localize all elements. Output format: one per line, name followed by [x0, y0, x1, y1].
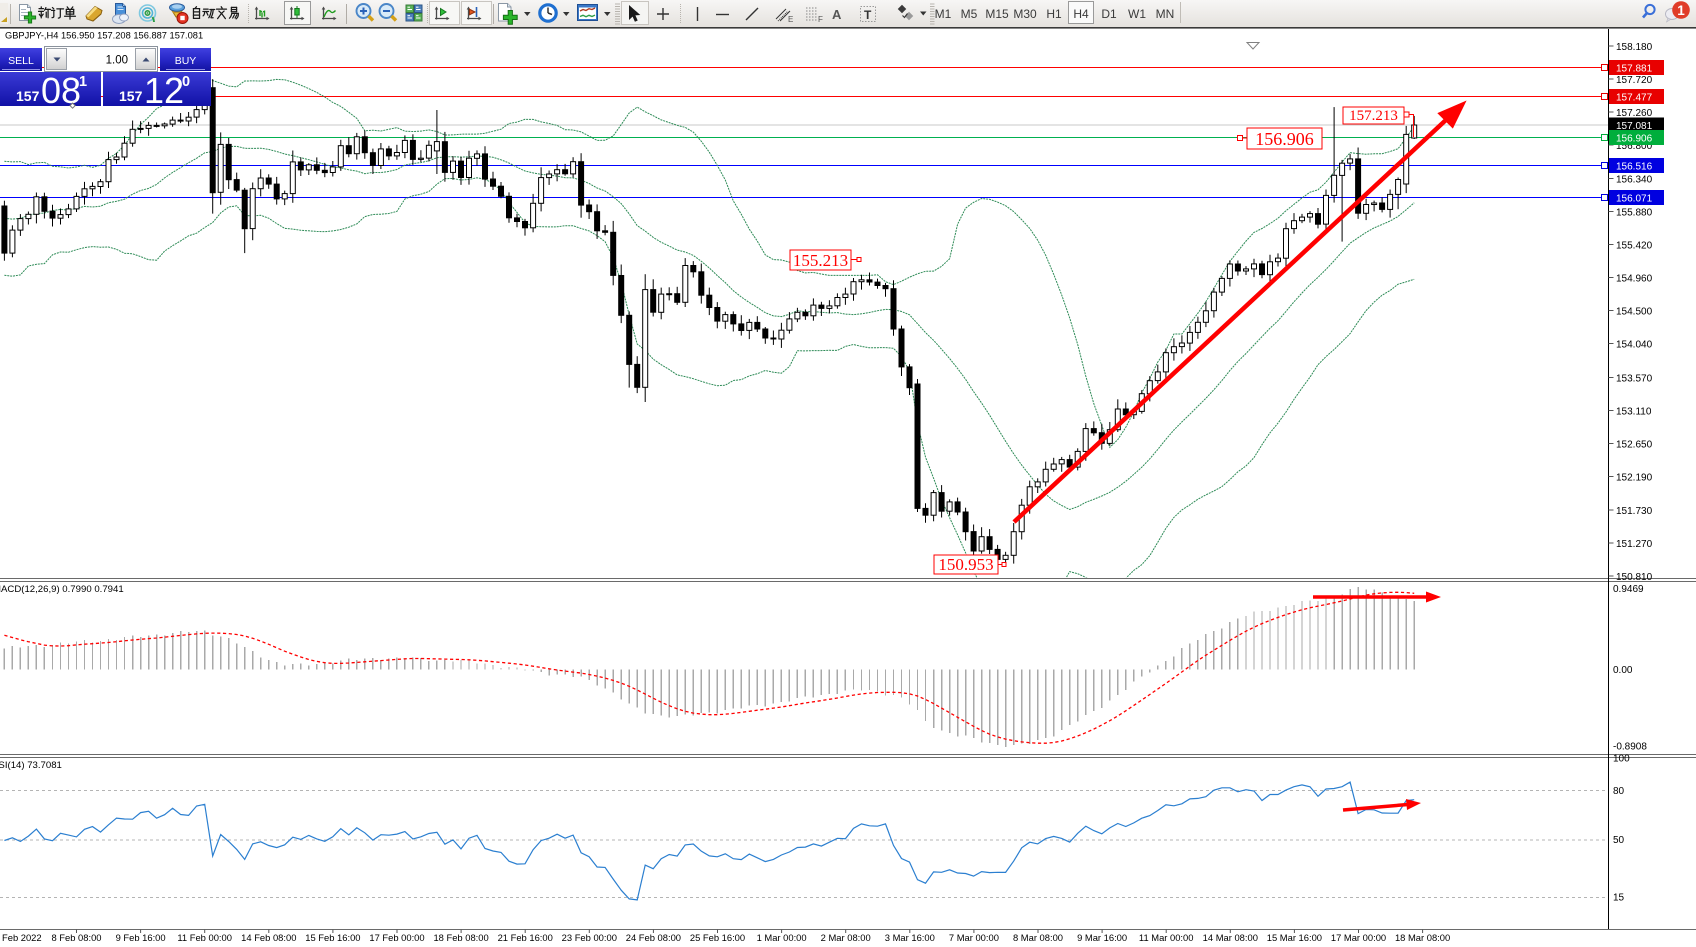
svg-text:0: 0	[182, 74, 190, 90]
svg-text:157.081: 157.081	[1616, 121, 1653, 132]
svg-text:157: 157	[16, 88, 40, 104]
svg-text:SELL: SELL	[8, 55, 34, 67]
svg-text:9 Feb 16:00: 9 Feb 16:00	[116, 932, 166, 943]
svg-text:154.960: 154.960	[1616, 274, 1653, 285]
svg-text:H4: H4	[1073, 7, 1089, 21]
svg-text:2 Mar 08:00: 2 Mar 08:00	[821, 932, 871, 943]
svg-text:25 Feb 16:00: 25 Feb 16:00	[690, 932, 745, 943]
svg-text:17 Feb 00:00: 17 Feb 00:00	[369, 932, 424, 943]
svg-text:RSI(14) 73.7081: RSI(14) 73.7081	[0, 760, 62, 771]
svg-text:151.270: 151.270	[1616, 539, 1653, 550]
svg-text:1.00: 1.00	[106, 55, 128, 67]
svg-text:157.213: 157.213	[1349, 108, 1398, 124]
svg-text:156.800: 156.800	[1616, 141, 1653, 152]
svg-text:1 Mar 00:00: 1 Mar 00:00	[757, 932, 807, 943]
svg-text:H1: H1	[1046, 7, 1062, 21]
svg-text:7 Mar 00:00: 7 Mar 00:00	[949, 932, 999, 943]
svg-text:14 Mar 08:00: 14 Mar 08:00	[1203, 932, 1258, 943]
svg-text:Feb 2022: Feb 2022	[2, 932, 42, 943]
svg-text:150.810: 150.810	[1616, 572, 1653, 583]
svg-text:24 Feb 08:00: 24 Feb 08:00	[626, 932, 681, 943]
svg-text:MACD(12,26,9) 0.7990 0.7941: MACD(12,26,9) 0.7990 0.7941	[0, 584, 124, 595]
svg-text:14 Feb 08:00: 14 Feb 08:00	[241, 932, 296, 943]
svg-text:155.420: 155.420	[1616, 241, 1653, 252]
svg-text:E: E	[788, 15, 793, 24]
svg-text:18 Mar 08:00: 18 Mar 08:00	[1395, 932, 1450, 943]
svg-text:8 Feb 08:00: 8 Feb 08:00	[51, 932, 101, 943]
svg-text:154.040: 154.040	[1616, 340, 1653, 351]
svg-text:156.340: 156.340	[1616, 174, 1653, 185]
svg-text:W1: W1	[1128, 7, 1146, 21]
svg-text:D1: D1	[1101, 7, 1117, 21]
svg-text:15 Mar 16:00: 15 Mar 16:00	[1267, 932, 1322, 943]
svg-text:15: 15	[1613, 893, 1625, 904]
svg-text:A: A	[832, 7, 842, 22]
svg-text:156.071: 156.071	[1616, 194, 1653, 205]
svg-text:157.477: 157.477	[1616, 93, 1653, 104]
svg-text:9 Mar 16:00: 9 Mar 16:00	[1077, 932, 1127, 943]
svg-text:M30: M30	[1013, 7, 1037, 21]
svg-text:152.650: 152.650	[1616, 440, 1653, 451]
svg-text:M1: M1	[935, 7, 952, 21]
svg-text:152.190: 152.190	[1616, 473, 1653, 484]
svg-text:M15: M15	[985, 7, 1009, 21]
svg-text:1: 1	[79, 74, 87, 90]
svg-text:155.213: 155.213	[793, 251, 848, 270]
svg-text:18 Feb 08:00: 18 Feb 08:00	[433, 932, 488, 943]
svg-text:157: 157	[119, 88, 143, 104]
svg-text:50: 50	[1613, 835, 1625, 846]
svg-text:3 Mar 16:00: 3 Mar 16:00	[885, 932, 935, 943]
svg-text:151.730: 151.730	[1616, 506, 1653, 517]
svg-text:80: 80	[1613, 786, 1625, 797]
svg-text:156.906: 156.906	[1616, 134, 1653, 145]
svg-text:M5: M5	[961, 7, 978, 21]
svg-text:11 Mar 00:00: 11 Mar 00:00	[1139, 932, 1194, 943]
svg-text:156.906: 156.906	[1255, 129, 1314, 149]
svg-text:157.881: 157.881	[1616, 64, 1653, 75]
svg-text:8 Mar 08:00: 8 Mar 08:00	[1013, 932, 1063, 943]
svg-text:157.720: 157.720	[1616, 75, 1653, 86]
svg-text:BUY: BUY	[175, 55, 197, 67]
svg-text:11 Feb 00:00: 11 Feb 00:00	[177, 932, 232, 943]
svg-text:T: T	[864, 8, 872, 22]
svg-text:F: F	[818, 15, 823, 24]
svg-text:154.500: 154.500	[1616, 307, 1653, 318]
svg-text:158.180: 158.180	[1616, 42, 1653, 53]
svg-text:0.00: 0.00	[1613, 665, 1633, 676]
svg-text:153.110: 153.110	[1616, 407, 1652, 418]
svg-text:23 Feb 00:00: 23 Feb 00:00	[562, 932, 617, 943]
svg-text:153.570: 153.570	[1616, 374, 1653, 385]
svg-text:1: 1	[1677, 3, 1685, 18]
svg-text:15 Feb 16:00: 15 Feb 16:00	[305, 932, 360, 943]
svg-text:12: 12	[144, 70, 184, 111]
svg-text:GBPJPY-,H4 156.950 157.208 15: GBPJPY-,H4 156.950 157.208 156.887 157.0…	[5, 31, 203, 41]
svg-text:157.260: 157.260	[1616, 108, 1653, 119]
svg-text:100: 100	[1613, 754, 1630, 765]
svg-text:155.880: 155.880	[1616, 207, 1653, 218]
svg-text:-0.8908: -0.8908	[1613, 742, 1647, 753]
svg-text:156.516: 156.516	[1616, 162, 1653, 173]
svg-text:21 Feb 16:00: 21 Feb 16:00	[498, 932, 553, 943]
svg-text:150.953: 150.953	[938, 555, 993, 574]
svg-text:17 Mar 00:00: 17 Mar 00:00	[1331, 932, 1386, 943]
svg-text:0.9469: 0.9469	[1613, 584, 1644, 595]
svg-text:MN: MN	[1156, 7, 1175, 21]
